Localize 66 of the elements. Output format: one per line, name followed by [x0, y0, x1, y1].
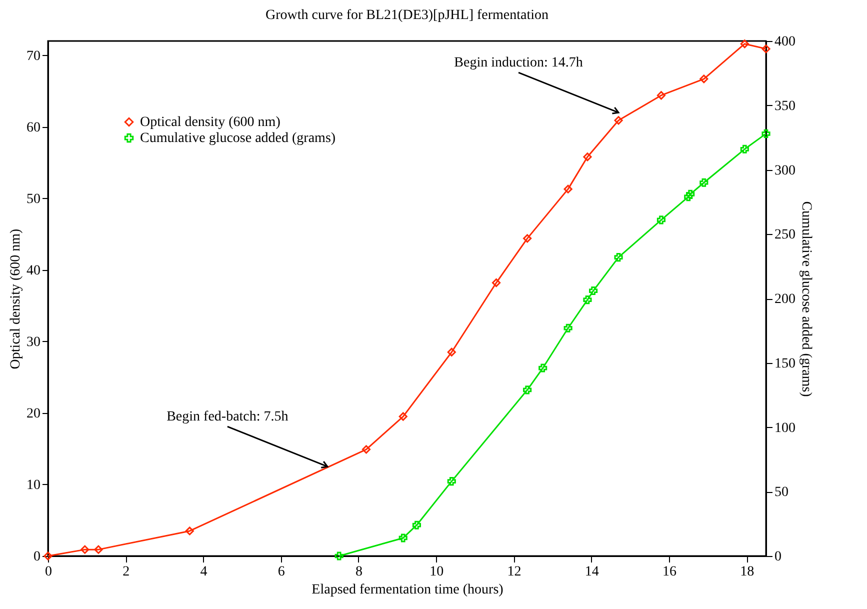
point: [656, 216, 666, 224]
y2-tick-label: 350: [774, 98, 796, 114]
x-tick-label: 8: [355, 564, 362, 580]
y2-tick-label: 100: [774, 420, 796, 436]
y-tick-label: 60: [26, 120, 40, 136]
point: [589, 286, 598, 296]
point: [447, 477, 456, 486]
x-tick-label: 14: [584, 564, 599, 580]
y2-axis-title: Cumulative glucose added (grams): [798, 201, 814, 398]
y2-tick-label: 150: [774, 356, 796, 372]
point: [583, 296, 592, 304]
point: [538, 364, 548, 372]
point: [447, 348, 456, 356]
point: [564, 184, 572, 194]
x-tick-label: 6: [278, 564, 285, 580]
y-tick-label: 0: [34, 550, 40, 564]
point: [583, 152, 592, 162]
x-tick-label: 4: [200, 564, 208, 580]
y-tick-label: 10: [26, 478, 40, 493]
point: [656, 91, 666, 100]
y-tick-label: 40: [26, 263, 40, 278]
point: [700, 74, 708, 84]
x-axis-title: Elapsed fermentation time (hours): [312, 582, 504, 598]
x-tick-label: 0: [45, 564, 52, 580]
point: [362, 445, 371, 454]
y-axis-title: Optical density (600 nm): [8, 228, 24, 370]
point: [614, 116, 623, 125]
y2-tick-label: 400: [774, 34, 796, 50]
point: [700, 178, 708, 187]
point: [762, 129, 770, 138]
point: [740, 144, 749, 154]
legend-label: Cumulative glucose added (grams): [140, 131, 336, 146]
y2-tick-label: 0: [774, 550, 782, 564]
x-tick-label: 10: [430, 564, 444, 580]
y2-tick-label: 50: [774, 485, 788, 500]
point: [334, 552, 344, 560]
point: [740, 40, 749, 48]
point: [614, 253, 623, 262]
y-tick-label: 30: [26, 334, 40, 350]
point: [80, 545, 90, 554]
point: [492, 278, 501, 288]
y2-tick-label: 300: [774, 163, 796, 178]
point: [523, 386, 532, 394]
y-tick-label: 20: [26, 406, 40, 422]
annotation: Begin fed-batch: 7.5h: [166, 410, 288, 425]
y-tick-label: 50: [26, 192, 40, 207]
x-tick-label: 12: [507, 564, 522, 580]
y2-tick-label: 250: [774, 228, 796, 243]
x-tick-label: 18: [740, 564, 754, 580]
x-tick-label: 2: [122, 564, 130, 580]
point: [398, 412, 408, 421]
point: [564, 324, 572, 332]
legend-label: Optical density (600 nm): [140, 115, 281, 130]
chart-title: Growth curve for BL21(DE3)[pJHL] fermentation: [265, 8, 549, 23]
y-tick-label: 70: [26, 48, 40, 64]
point: [412, 520, 421, 530]
y2-tick-label: 200: [774, 292, 796, 307]
x-tick-label: 16: [662, 564, 676, 580]
point: [94, 545, 103, 554]
point: [684, 192, 693, 202]
point: [398, 534, 408, 542]
point: [762, 44, 770, 54]
annotation: Begin induction: 14.7h: [454, 56, 583, 71]
point: [686, 190, 695, 198]
point: [185, 526, 194, 536]
point: [523, 234, 532, 243]
